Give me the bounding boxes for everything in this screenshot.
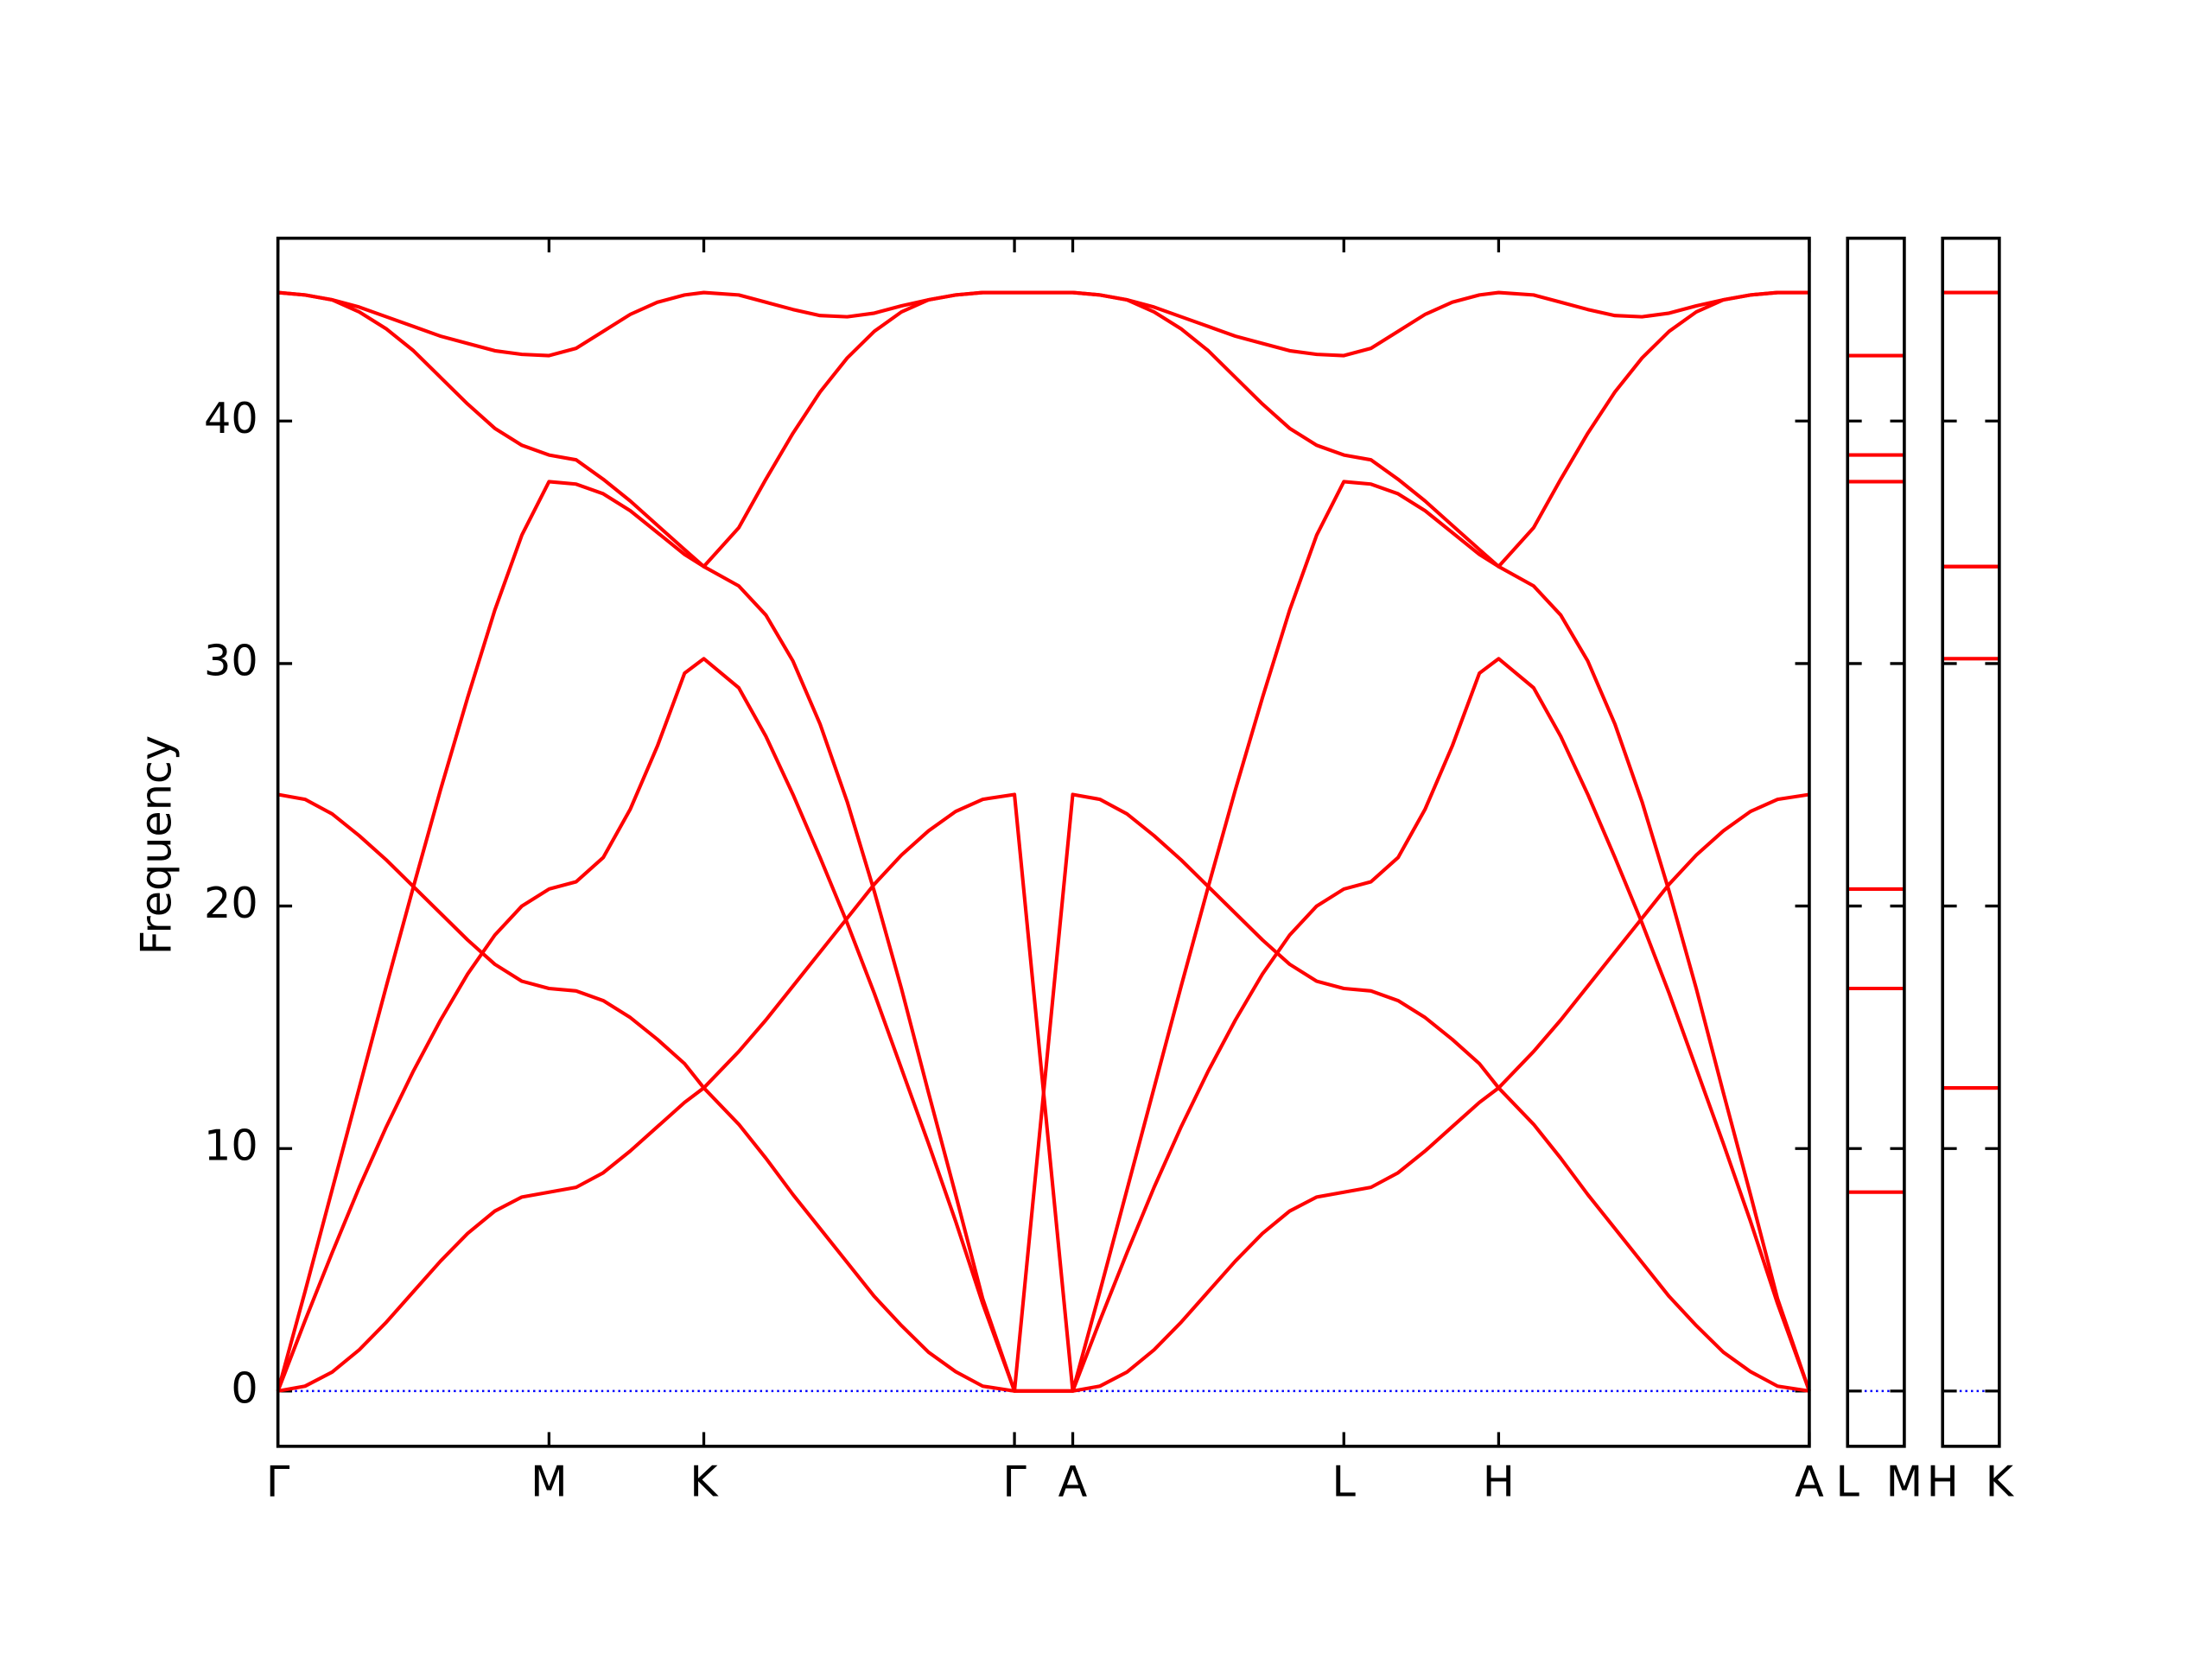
x-tick-label: Γ [266, 1457, 290, 1507]
x-tick-label: M [531, 1457, 567, 1507]
x-tick-label: M [1886, 1457, 1923, 1507]
axes-frame [1941, 236, 2001, 1448]
y-tick-label: 20 [204, 878, 258, 928]
y-tick-label: 40 [204, 393, 258, 443]
x-tick-label: H [1927, 1457, 1959, 1507]
axes-frame [1846, 236, 1906, 1448]
x-tick-label: L [1332, 1457, 1357, 1507]
x-tick-label: K [1986, 1457, 2015, 1507]
band-line [277, 290, 1809, 358]
x-tick-label: L [1836, 1457, 1860, 1507]
x-tick-label: Γ [1002, 1457, 1027, 1507]
axes-frame [276, 236, 1811, 1448]
x-tick-label: A [1795, 1457, 1824, 1507]
y-axis-label: Frequency [130, 735, 181, 955]
band-line [277, 792, 1810, 1393]
x-tick-label: H [1483, 1457, 1515, 1507]
y-tick-label: 10 [204, 1121, 258, 1171]
x-tick-label: A [1058, 1457, 1088, 1507]
y-tick-label: 0 [231, 1363, 257, 1413]
y-tick-label: 30 [204, 635, 258, 685]
band-line [276, 480, 1811, 1393]
x-tick-label: K [690, 1457, 719, 1507]
